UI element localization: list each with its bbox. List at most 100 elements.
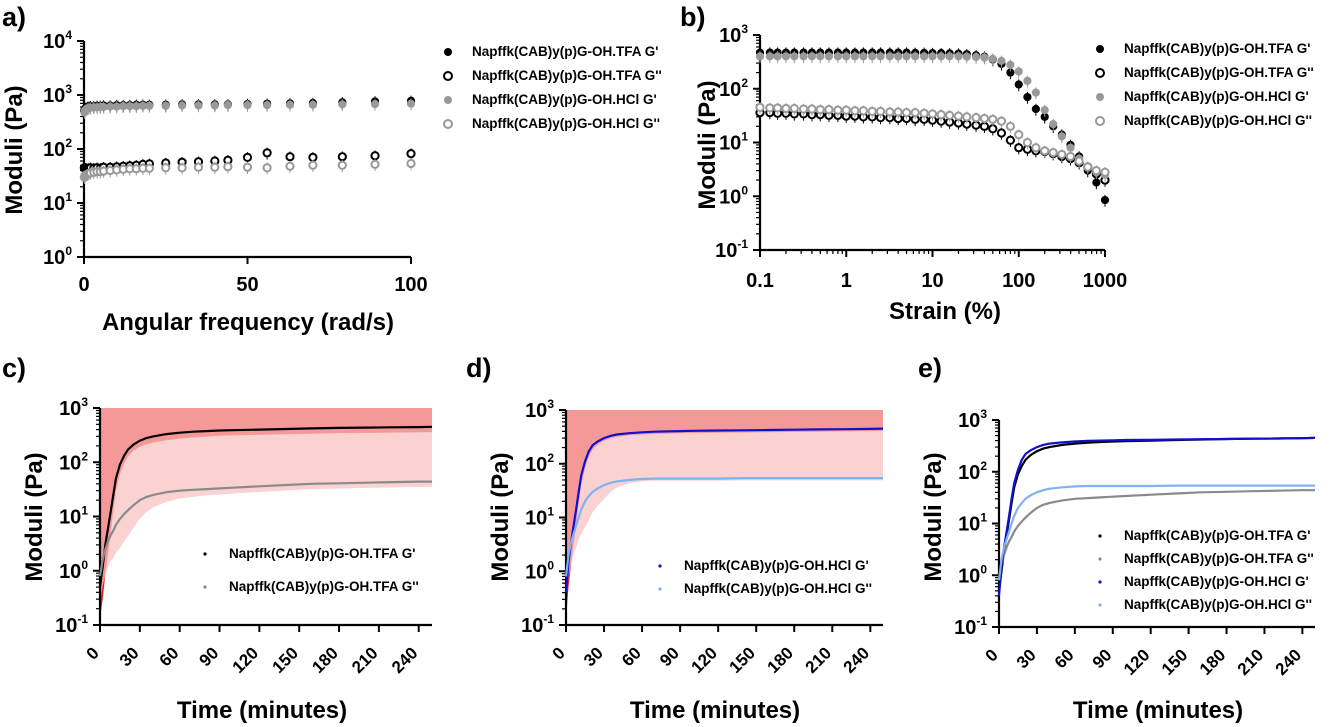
data-point [1057, 149, 1067, 160]
data-point [1006, 60, 1015, 69]
x-tick-label: 10 [921, 270, 943, 292]
data-point [937, 52, 946, 61]
y-tick-label: 10-1 [954, 614, 987, 639]
data-point [370, 151, 380, 161]
legend-label: Napffk(CAB)y(p)G-OH.TFA G'' [1124, 65, 1314, 80]
data-point [1014, 130, 1024, 140]
data-point [980, 53, 989, 62]
data-point [920, 52, 929, 61]
data-point [1022, 137, 1033, 148]
data-point [1031, 143, 1041, 153]
x-tick-label: 150 [269, 643, 302, 676]
y-tick-base: 10 [525, 561, 547, 583]
y-tick-label: 101 [43, 190, 72, 215]
data-point [988, 114, 998, 124]
data-point [337, 152, 347, 162]
y-tick-exp: -1 [77, 612, 88, 626]
y-tick-exp: 0 [980, 562, 987, 576]
x-tick-label: 120 [229, 643, 262, 676]
data-point [781, 52, 791, 61]
y-tick-exp: 0 [81, 558, 88, 572]
y-axis-title: Moduli (Pa) [487, 452, 514, 581]
data-point [1031, 104, 1040, 114]
y-tick-exp: -1 [737, 237, 748, 251]
y-tick-label: 103 [59, 395, 88, 420]
legend-label: Napffk(CAB)y(p)G-OH.HCl G' [1124, 89, 1309, 104]
data-point [1091, 166, 1101, 176]
data-point [798, 104, 809, 114]
data-point [1048, 147, 1058, 158]
data-point [842, 52, 851, 61]
data-point [979, 113, 990, 124]
x-tick-label: 150 [726, 643, 759, 676]
x-tick-label: 150 [1158, 645, 1191, 678]
y-tick-base: 10 [525, 454, 547, 476]
x-tick-label: 50 [236, 274, 258, 296]
data-point [337, 160, 347, 170]
data-point [223, 162, 233, 172]
y-tick-exp: 3 [980, 407, 987, 421]
y-tick-base: 10 [43, 247, 65, 269]
data-point [1100, 195, 1110, 205]
y-tick-exp: 2 [65, 136, 72, 150]
x-tick-label: 120 [687, 643, 720, 676]
data-point [876, 52, 885, 61]
x-axis-title: Strain (%) [889, 298, 1001, 325]
data-point [901, 107, 912, 118]
y-tick-exp: 4 [65, 28, 72, 42]
x-tick-label: 90 [656, 643, 683, 670]
data-point [210, 101, 219, 110]
y-tick-label: 10-1 [55, 612, 88, 637]
legend-label: Napffk(CAB)y(p)G-OH.TFA G' [1124, 41, 1310, 56]
x-tick-label: 60 [156, 643, 183, 670]
data-point [223, 101, 232, 110]
data-point [953, 111, 964, 121]
y-tick-label: 102 [59, 449, 88, 474]
data-point [919, 108, 929, 118]
x-tick-label: 1000 [1083, 270, 1128, 292]
y-tick-label: 103 [719, 22, 748, 47]
data-point [242, 162, 253, 172]
data-point [833, 105, 843, 115]
data-point [161, 163, 171, 173]
data-point [841, 105, 851, 115]
legend: Napffk(CAB)y(p)G-OH.TFA G' Napffk(CAB)y(p… [203, 546, 419, 594]
x-tick-label: 240 [388, 643, 421, 676]
data-point [799, 52, 808, 61]
data-point [833, 52, 842, 61]
data-point [954, 52, 963, 61]
y-axis-title: Moduli (Pa) [920, 452, 947, 581]
y-tick-label: 100 [719, 183, 748, 208]
x-tick-label: 90 [196, 643, 223, 670]
legend-marker [658, 564, 662, 568]
legend-marker [203, 552, 207, 556]
series-2 [98, 480, 432, 577]
series-line [997, 436, 1316, 591]
legend: Napffk(CAB)y(p)G-OH.TFA G' Napffk(CAB)y(p… [443, 44, 662, 131]
y-tick-label: 104 [43, 28, 72, 53]
x-tick-label: 240 [1272, 645, 1305, 678]
x-tick-label: 120 [1120, 645, 1153, 678]
data-point [816, 52, 825, 61]
y-tick-label: 102 [719, 76, 748, 101]
y-tick-exp: 2 [980, 459, 987, 473]
y-tick-exp: 0 [741, 183, 748, 197]
data-point [263, 101, 272, 110]
data-point [868, 52, 877, 61]
data-point [1005, 121, 1015, 131]
y-tick-base: 10 [525, 400, 547, 422]
y-tick-label: 100 [958, 562, 987, 587]
data-point [308, 100, 317, 109]
data-point [242, 152, 253, 162]
data-point [807, 104, 817, 114]
data-point [1057, 132, 1066, 141]
legend-label: Napffk(CAB)y(p)G-OH.TFA G' [229, 546, 415, 561]
y-axis-title: Moduli (Pa) [694, 80, 721, 209]
data-point [285, 100, 295, 109]
x-tick-label: 0 [982, 645, 1002, 665]
data-point [406, 158, 416, 169]
series-line [997, 436, 1316, 596]
